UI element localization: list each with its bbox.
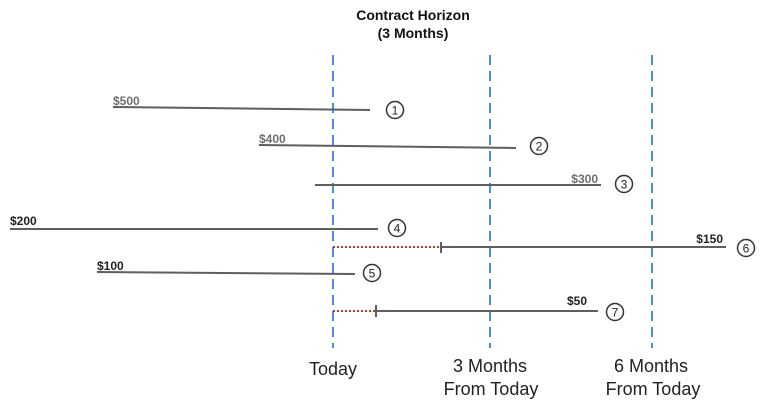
- six-months-label-line1: 6 Months: [614, 356, 688, 376]
- three-months-label-line1: 3 Months: [453, 356, 527, 376]
- contract-6-amount: $150: [696, 232, 723, 246]
- contract-7-number: 7: [612, 306, 619, 320]
- diagram-title: Contract Horizon: [356, 7, 470, 23]
- contract-6-number: 6: [743, 242, 750, 256]
- contract-4-number: 4: [394, 222, 401, 236]
- contract-1-amount: $500: [113, 94, 140, 108]
- contract-5-line: [96, 271, 356, 275]
- contract-7-badge: [605, 302, 625, 322]
- contract-5-amount: $100: [97, 259, 124, 273]
- three-months-label-line2: From Today: [444, 379, 539, 399]
- contract-3-badge: [614, 174, 634, 194]
- six-months-label-line2: From Today: [606, 379, 701, 399]
- contract-5-number: 5: [369, 267, 376, 281]
- contract-4-badge: [387, 218, 407, 238]
- today-label: Today: [309, 359, 357, 379]
- diagram-subtitle: (3 Months): [378, 25, 449, 41]
- contract-2-badge: [529, 136, 549, 156]
- contract-5-badge: [362, 263, 382, 283]
- contract-1-line: [112, 106, 371, 111]
- contract-4-amount: $200: [10, 214, 37, 228]
- contract-2-number: 2: [536, 140, 543, 154]
- contract-2-amount: $400: [259, 132, 286, 146]
- contract-2-line: [258, 144, 517, 149]
- contract-1-number: 1: [392, 104, 399, 118]
- contract-1-badge: [385, 100, 405, 120]
- contract-3-amount: $300: [571, 172, 598, 186]
- contract-7-amount: $50: [567, 294, 587, 308]
- contract-6-badge: [736, 238, 756, 258]
- contract-3-number: 3: [621, 178, 628, 192]
